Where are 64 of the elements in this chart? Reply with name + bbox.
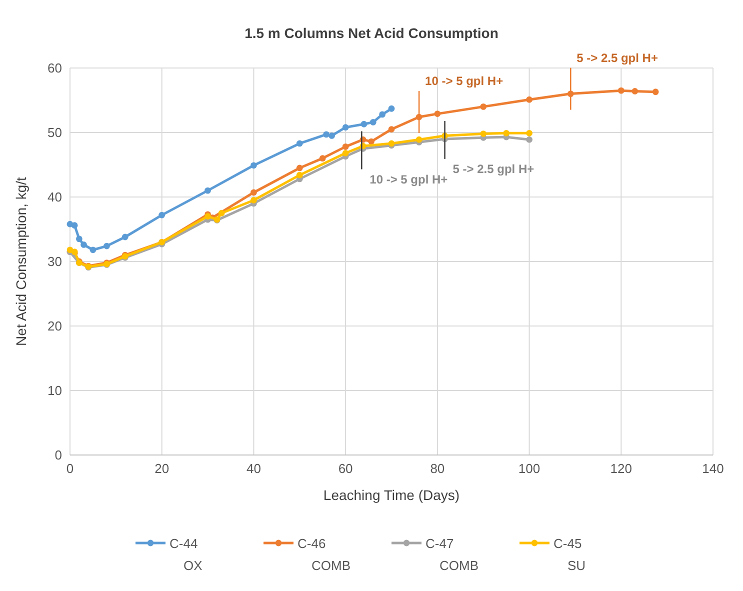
point xyxy=(319,155,326,162)
y-tick-label: 10 xyxy=(48,383,62,398)
x-axis-title: Leaching Time (Days) xyxy=(323,487,460,503)
point xyxy=(250,162,257,169)
point xyxy=(368,138,374,145)
y-tick-label: 50 xyxy=(48,125,62,140)
x-tick-label: 140 xyxy=(702,461,724,476)
legend-label: C-45 SU xyxy=(554,536,586,573)
point xyxy=(480,130,487,137)
point xyxy=(503,130,510,136)
point xyxy=(342,150,349,156)
legend-label: C-47 COMB xyxy=(426,536,478,573)
legend-label: C-46 COMB xyxy=(298,536,350,573)
point xyxy=(618,87,624,94)
point xyxy=(526,130,532,136)
x-tick-label: 60 xyxy=(338,461,353,476)
point xyxy=(416,136,422,143)
point xyxy=(296,140,303,147)
point xyxy=(204,187,211,194)
annotation: 5 -> 2.5 gpl H+ xyxy=(576,50,658,65)
point xyxy=(104,242,110,250)
point xyxy=(158,212,166,218)
point xyxy=(90,246,96,254)
point xyxy=(342,143,349,150)
point xyxy=(379,111,386,118)
point xyxy=(122,234,128,240)
point xyxy=(388,126,395,132)
point xyxy=(526,96,532,103)
point xyxy=(526,136,532,143)
point xyxy=(652,88,659,96)
point xyxy=(250,189,257,196)
point xyxy=(360,120,368,128)
y-tick-label: 0 xyxy=(54,448,62,462)
annotation: 10 -> 5 gpl H+ xyxy=(425,74,504,88)
point xyxy=(71,222,78,229)
x-tick-label: 100 xyxy=(518,461,540,476)
point xyxy=(480,104,487,110)
point xyxy=(328,132,335,139)
y-tick-label: 20 xyxy=(48,318,62,334)
x-tick-label: 40 xyxy=(246,461,261,476)
point xyxy=(80,242,87,248)
x-tick-label: 80 xyxy=(430,461,445,476)
x-tick-label: 20 xyxy=(154,461,170,476)
x-tick-label: 120 xyxy=(610,461,632,476)
y-tick-label: 40 xyxy=(48,190,62,204)
point xyxy=(250,197,257,204)
point xyxy=(632,88,638,94)
point xyxy=(370,118,376,126)
point xyxy=(388,105,395,112)
point xyxy=(342,124,349,131)
annotation: 5 -> 2.5 gpl H+ xyxy=(452,162,534,176)
legend-label: C-44 OX xyxy=(170,536,203,573)
y-tick-label: 60 xyxy=(48,60,62,76)
x-tick-label: 0 xyxy=(66,461,74,476)
point xyxy=(434,110,441,117)
point xyxy=(296,164,303,172)
point xyxy=(323,131,330,138)
chart-title: 1.5 m Columns Net Acid Consumption xyxy=(244,25,498,41)
annotation: 10 -> 5 gpl H+ xyxy=(370,172,448,186)
y-tick-label: 30 xyxy=(48,254,62,269)
y-axis-title: Net Acid Consumption, kg/t xyxy=(13,176,29,346)
point xyxy=(218,210,225,216)
point xyxy=(76,236,82,242)
point xyxy=(296,172,303,178)
